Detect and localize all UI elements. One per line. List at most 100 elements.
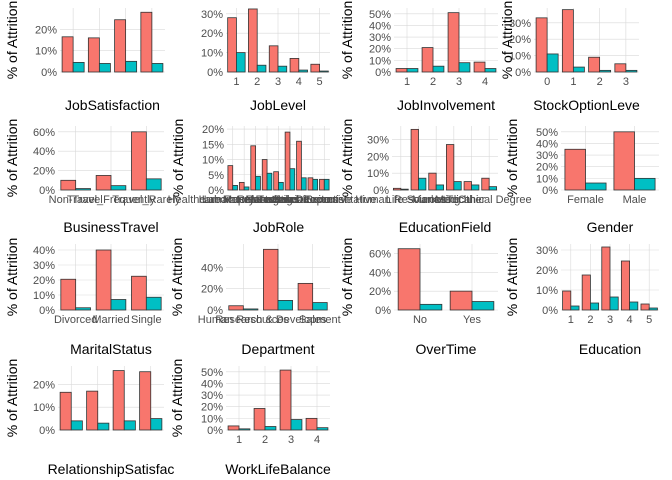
bar-attrition-yes — [296, 140, 302, 191]
y-tick-label: 20% — [201, 284, 223, 296]
y-tick-label: 10% — [509, 51, 531, 63]
bar-attrition-no — [110, 185, 127, 191]
bar-attrition-yes — [238, 181, 245, 191]
bar-attrition-yes — [284, 131, 291, 191]
chart-panel: 0% 10% 20% 30% 1 2 3 4 5 Education % of Attrition — [504, 238, 659, 357]
y-tick-label: 30% — [369, 32, 391, 44]
bar-attrition-yes — [535, 17, 548, 73]
bar-attrition-yes — [588, 56, 601, 73]
bar-attrition-yes — [227, 165, 234, 191]
bar-attrition-no — [238, 428, 251, 431]
bar-attrition-no — [145, 178, 162, 191]
x-axis-title: BusinessTravel — [63, 219, 158, 235]
y-axis-title: % of Attrition — [4, 1, 20, 80]
x-tick-label: 3 — [275, 76, 281, 88]
y-tick-label: 5% — [208, 170, 224, 182]
bar-attrition-no — [75, 307, 91, 311]
x-tick-label: 1 — [570, 76, 576, 88]
y-tick-label: 40% — [33, 146, 55, 158]
x-tick-label: 2 — [262, 434, 268, 446]
x-tick-label: Travel_Frequently — [67, 194, 156, 206]
bar-attrition-no — [323, 178, 330, 191]
x-tick-label: Healthcare Representative — [168, 194, 298, 206]
bar-attrition-yes — [59, 391, 72, 431]
x-tick-label: Human Resources — [198, 314, 290, 326]
bar-attrition-yes — [562, 290, 572, 311]
y-tick-label: 20% — [33, 379, 55, 391]
x-axis-title: EducationField — [399, 219, 492, 235]
bar-attrition-yes — [250, 145, 257, 191]
bar-attrition-no — [312, 302, 328, 311]
bar-attrition-yes — [463, 181, 472, 191]
bar-attrition-yes — [114, 19, 127, 73]
y-tick-label: 0% — [373, 185, 389, 197]
bar-attrition-yes — [393, 187, 402, 191]
x-tick-label: Divorced — [54, 314, 97, 326]
y-tick-label: 20% — [367, 151, 389, 163]
bar-attrition-yes — [613, 131, 635, 191]
x-tick-label: 1 — [568, 314, 574, 326]
bar-attrition-yes — [261, 159, 268, 191]
x-tick-label: Marketing — [412, 194, 460, 206]
bar-attrition-no — [277, 65, 288, 73]
x-tick-label: 4 — [314, 434, 320, 446]
x-tick-label: No — [413, 314, 427, 326]
bar-attrition-yes — [421, 47, 434, 73]
x-tick-label: Sales Executive — [274, 194, 352, 206]
bar-attrition-no — [572, 66, 585, 73]
y-tick-label: 0% — [39, 185, 55, 197]
x-tick-label: Research & Development — [215, 314, 340, 326]
y-tick-label: 10% — [536, 173, 558, 185]
y-axis-title: % of Attrition — [504, 119, 520, 198]
x-tick-label: Life Sciences — [386, 194, 452, 206]
bar-attrition-no — [453, 181, 462, 191]
bar-attrition-no — [72, 62, 85, 73]
bar-attrition-no — [312, 178, 319, 191]
y-tick-label: 50% — [536, 127, 558, 139]
chart-panel: 0%10%20%30%40%50% 1 2 3 4 WorkLifeBalance % of… — [169, 359, 331, 477]
bar-attrition-yes — [139, 371, 152, 431]
x-tick-label: Single — [131, 314, 162, 326]
bar-attrition-no — [98, 63, 111, 73]
y-tick-label: 40% — [201, 262, 223, 274]
bar-attrition-no — [150, 418, 163, 431]
bar-attrition-no — [471, 184, 480, 191]
y-tick-label: 10% — [536, 285, 558, 297]
x-axis-title: Education — [579, 341, 641, 357]
x-tick-label: 4 — [482, 76, 488, 88]
bar-attrition-yes — [397, 248, 421, 311]
x-tick-label: Laboratory Technician — [202, 194, 309, 206]
bar-attrition-no — [432, 65, 445, 73]
y-tick-label: 20% — [536, 265, 558, 277]
bar-attrition-yes — [310, 63, 321, 73]
x-tick-label: 4 — [627, 314, 633, 326]
x-tick-label: 3 — [623, 76, 629, 88]
bar-attrition-yes — [289, 58, 300, 73]
bar-attrition-yes — [140, 11, 153, 73]
y-tick-label: 40% — [536, 138, 558, 150]
y-tick-label: 60% — [369, 248, 391, 260]
x-axis-title: Department — [241, 341, 314, 357]
bar-attrition-no — [278, 181, 284, 191]
bar-attrition-yes — [253, 408, 266, 431]
y-tick-label: 30% — [201, 9, 223, 21]
bar-attrition-no — [266, 172, 273, 191]
chart-panel: 0% 20% 40% 60% Non-TravelTravel_FrequentlyTr… — [4, 119, 181, 235]
y-tick-label: 20% — [33, 275, 55, 287]
bar-attrition-yes — [95, 175, 112, 191]
chart-panel: 0%10%20%30%40%50% 1 2 3 4 JobInvolvement % of … — [339, 1, 498, 113]
bar-attrition-no — [243, 186, 250, 191]
chart-panel: 0% 10% 20% 30% 0 1 2 3 StockOptionLeve % of Attri… — [499, 1, 640, 113]
bar-attrition-no — [585, 182, 607, 191]
chart-panel: 0% 10% 20% 30% 1 2 3 4 5 JobLevel — [201, 8, 330, 113]
bar-attrition-yes — [410, 128, 419, 191]
y-tick-label: 10% — [33, 290, 55, 302]
x-tick-label: Human Resources — [199, 194, 291, 206]
y-tick-label: 30% — [536, 245, 558, 257]
y-tick-label: 20% — [369, 286, 391, 298]
y-axis-title: % of Attrition — [339, 119, 355, 198]
chart-panel: 0% 20% 40% 60% No Yes OverTime % of Attrition — [339, 238, 498, 357]
y-tick-label: 0% — [39, 425, 55, 437]
y-tick-label: 20% — [201, 402, 223, 414]
